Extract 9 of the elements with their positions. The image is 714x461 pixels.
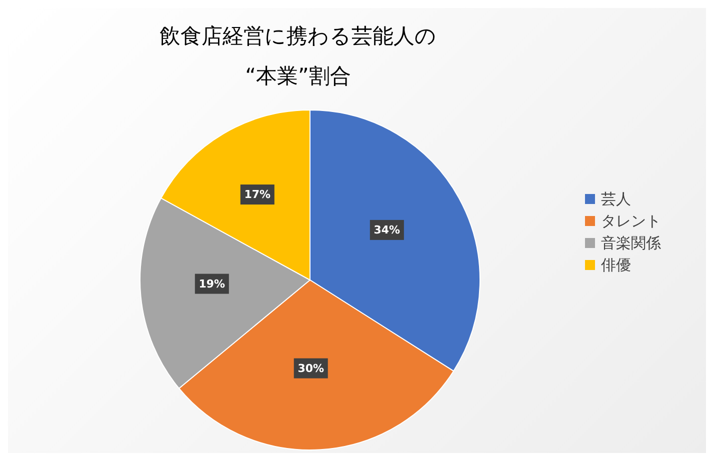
- data-label: 34%: [374, 223, 400, 236]
- legend-label: タレント: [601, 211, 661, 232]
- data-label: 30%: [298, 362, 324, 375]
- data-label: 19%: [198, 277, 226, 290]
- legend-label: 俳優: [601, 255, 631, 276]
- slice-label: 芸人: [601, 189, 631, 210]
- chart-title: 飲食店経営に携わる芸能人の “本業”割合: [158, 23, 438, 90]
- legend-label: 音楽関係: [601, 233, 661, 254]
- data-label: 17%: [244, 188, 271, 202]
